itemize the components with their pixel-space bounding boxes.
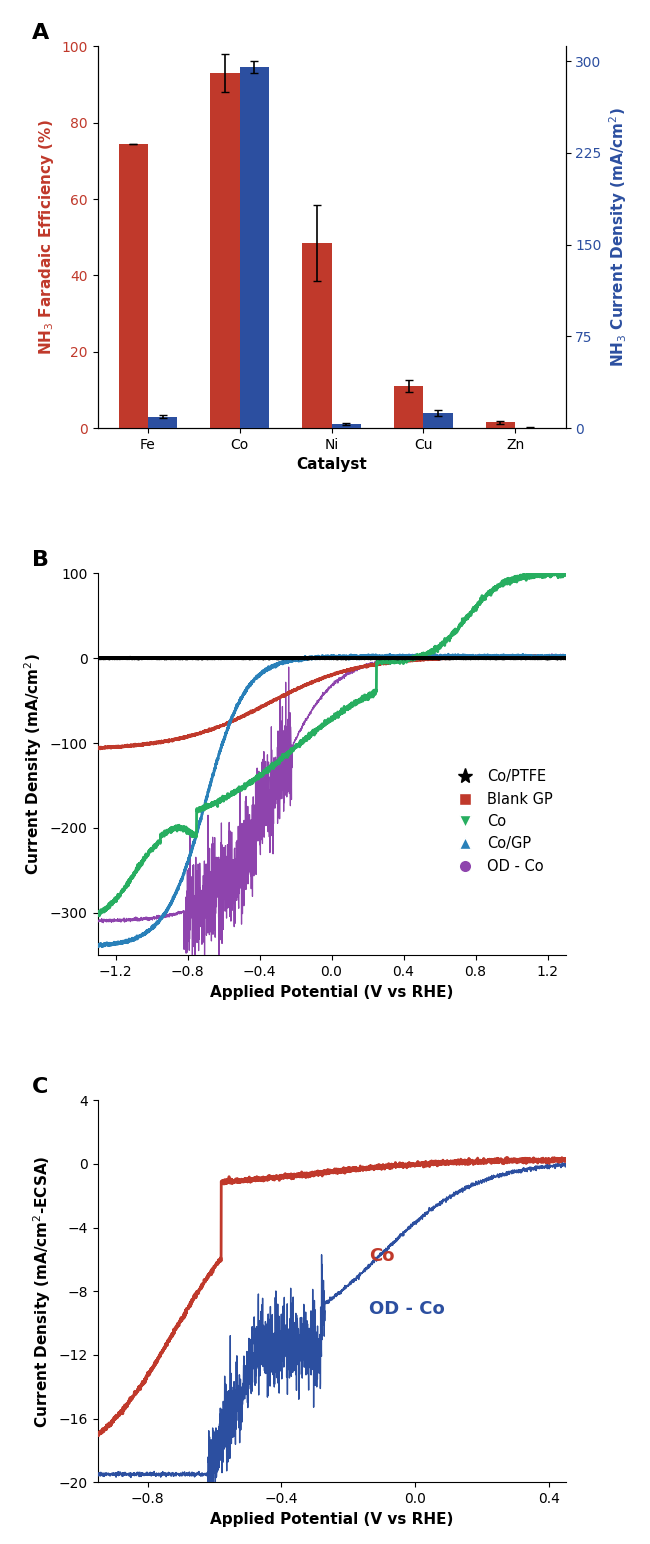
X-axis label: Applied Potential (V vs RHE): Applied Potential (V vs RHE) — [210, 985, 453, 999]
Bar — [423, 412, 452, 428]
Text: Co: Co — [369, 1246, 395, 1265]
Text: B: B — [32, 550, 49, 570]
Bar — [332, 425, 361, 428]
X-axis label: Catalyst: Catalyst — [296, 457, 367, 472]
Y-axis label: Current Density (mA/cm$^2$): Current Density (mA/cm$^2$) — [23, 653, 44, 875]
Bar — [394, 386, 423, 428]
Y-axis label: NH$_3$ Current Density (mA/cm$^2$): NH$_3$ Current Density (mA/cm$^2$) — [607, 108, 629, 367]
Bar — [302, 242, 332, 428]
X-axis label: Applied Potential (V vs RHE): Applied Potential (V vs RHE) — [210, 1512, 453, 1527]
Bar — [211, 73, 240, 428]
Bar — [486, 423, 515, 428]
Text: A: A — [32, 23, 49, 43]
Text: C: C — [32, 1076, 48, 1096]
Y-axis label: NH$_3$ Faradaic Efficiency (%): NH$_3$ Faradaic Efficiency (%) — [37, 119, 56, 355]
Y-axis label: Current Density (mA/cm$^2$-ECSA): Current Density (mA/cm$^2$-ECSA) — [31, 1155, 53, 1428]
Bar — [118, 144, 148, 428]
Text: OD - Co: OD - Co — [369, 1300, 445, 1319]
Legend: Co/PTFE, Blank GP, Co, Co/GP, OD - Co: Co/PTFE, Blank GP, Co, Co/GP, OD - Co — [445, 764, 558, 880]
Bar — [240, 66, 269, 428]
Bar — [148, 417, 177, 428]
